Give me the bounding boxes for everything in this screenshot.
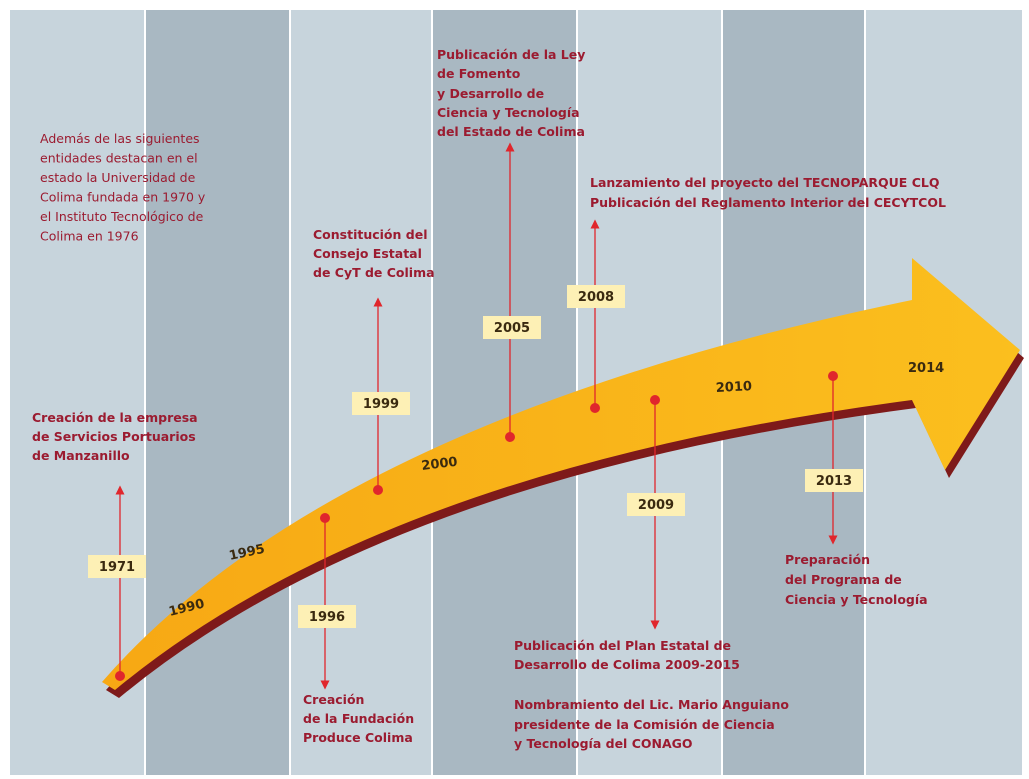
event-text: Creación de la empresa xyxy=(32,410,198,425)
intro-line: estado la Universidad de xyxy=(40,170,196,185)
event-text: Lanzamiento del proyecto del TECNOPARQUE… xyxy=(590,175,939,190)
event-text: y Tecnología del CONAGO xyxy=(514,736,693,751)
event-text: del Estado de Colima xyxy=(437,124,585,139)
arrow xyxy=(102,258,1020,690)
year-box xyxy=(352,392,410,415)
event-text: de la Fundación xyxy=(303,711,414,726)
year-box xyxy=(298,605,356,628)
arrow-year: 2010 xyxy=(715,379,752,396)
year-box xyxy=(627,493,685,516)
event-text: Publicación del Reglamento Interior del … xyxy=(590,195,946,210)
year-box xyxy=(805,469,863,492)
event-dot xyxy=(320,513,330,523)
event-dot xyxy=(373,485,383,495)
intro-line: Además de las siguientes xyxy=(40,131,200,146)
event-text: de Fomento xyxy=(437,66,521,81)
event-text: Ciencia y Tecnología xyxy=(437,105,580,120)
intro-line: Colima fundada en 1970 y xyxy=(40,190,206,205)
event-year: 1999 xyxy=(363,397,399,412)
event-text: Constitución del xyxy=(313,227,427,242)
event-year: 2013 xyxy=(816,474,852,489)
event-dot xyxy=(650,395,660,405)
event-text: Preparación xyxy=(785,552,870,567)
event-text: Ciencia y Tecnología xyxy=(785,592,928,607)
event-text: Publicación de la Ley xyxy=(437,47,585,62)
event-dot xyxy=(590,403,600,413)
event-text: Desarrollo de Colima 2009-2015 xyxy=(514,657,740,672)
event-year: 2008 xyxy=(578,290,614,305)
event-text: Nombramiento del Lic. Mario Anguiano xyxy=(514,697,789,712)
event-year: 1996 xyxy=(309,610,345,625)
year-box xyxy=(88,555,146,578)
event-year: 2005 xyxy=(494,321,530,336)
event-text: de Manzanillo xyxy=(32,448,130,463)
event-text: Produce Colima xyxy=(303,730,413,745)
year-box xyxy=(483,316,541,339)
event-text: Publicación del Plan Estatal de xyxy=(514,638,731,653)
event-text: y Desarrollo de xyxy=(437,86,544,101)
intro-line: el Instituto Tecnológico de xyxy=(40,209,204,224)
arrow-year: 1995 xyxy=(228,542,267,564)
event-dot xyxy=(828,371,838,381)
event-text: Consejo Estatal xyxy=(313,246,422,261)
intro-line: entidades destacan en el xyxy=(40,151,198,166)
event-dot xyxy=(505,432,515,442)
event-text: Creación xyxy=(303,692,364,707)
event-year: 2009 xyxy=(638,498,674,513)
event-text: de CyT de Colima xyxy=(313,265,435,280)
event-dot xyxy=(115,671,125,681)
arrow-year: 2000 xyxy=(421,455,459,474)
event-text: del Programa de xyxy=(785,572,902,587)
intro-line: Colima en 1976 xyxy=(40,229,139,244)
year-box xyxy=(567,285,625,308)
arrow-year: 2014 xyxy=(908,361,944,376)
event-text: de Servicios Portuarios xyxy=(32,429,196,444)
event-text: presidente de la Comisión de Ciencia xyxy=(514,717,775,732)
event-year: 1971 xyxy=(99,560,135,575)
